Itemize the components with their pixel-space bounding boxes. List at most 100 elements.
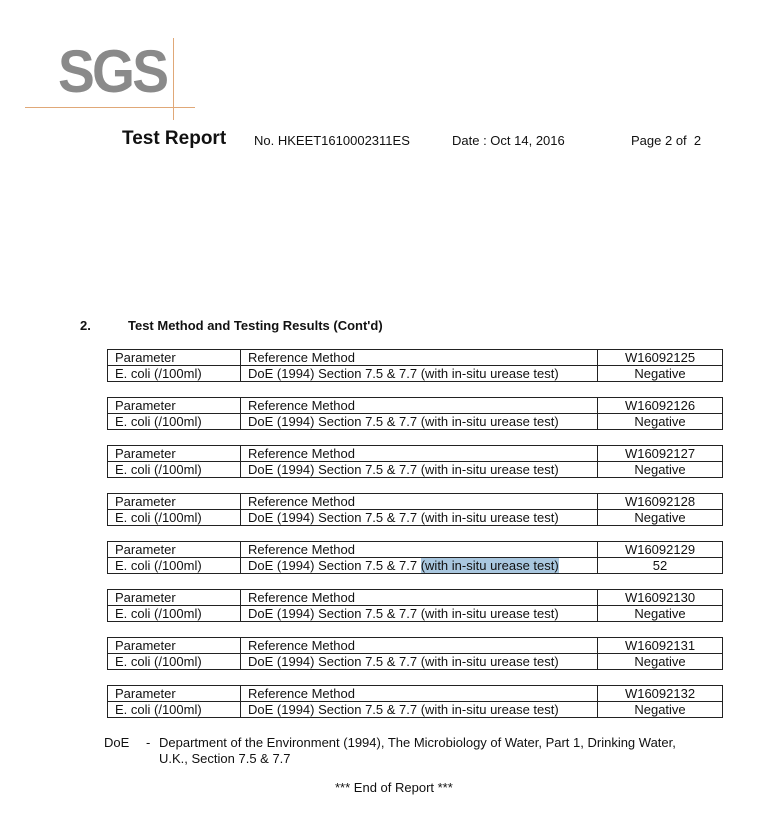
- parameter-cell: E. coli (/100ml): [107, 509, 241, 526]
- footnote-dash: -: [146, 735, 151, 750]
- results-table: Parameter Reference Method W16092127 E. co…: [107, 445, 723, 478]
- method-cell: DoE (1994) Section 7.5 & 7.7 (with in-si…: [240, 509, 598, 526]
- table-header-row: Parameter Reference Method W16092132: [107, 685, 723, 702]
- method-text-tail: (with in-situ urease test): [420, 702, 559, 717]
- sample-id: W16092127: [597, 445, 723, 462]
- sample-id: W16092131: [597, 637, 723, 654]
- sample-id: W16092125: [597, 349, 723, 366]
- table-header-row: Parameter Reference Method W16092128: [107, 493, 723, 510]
- table-header-row: Parameter Reference Method W16092126: [107, 397, 723, 414]
- table-header-row: Parameter Reference Method W16092129: [107, 541, 723, 558]
- method-cell: DoE (1994) Section 7.5 & 7.7 (with in-si…: [240, 461, 598, 478]
- method-cell: DoE (1994) Section 7.5 & 7.7 (with in-si…: [240, 701, 598, 718]
- parameter-cell: E. coli (/100ml): [107, 365, 241, 382]
- parameter-header: Parameter: [107, 445, 241, 462]
- table-header-row: Parameter Reference Method W16092127: [107, 445, 723, 462]
- result-cell: Negative: [597, 461, 723, 478]
- results-table: Parameter Reference Method W16092130 E. co…: [107, 589, 723, 622]
- results-table: Parameter Reference Method W16092129 E. co…: [107, 541, 723, 574]
- method-cell: DoE (1994) Section 7.5 & 7.7 (with in-si…: [240, 653, 598, 670]
- results-table: Parameter Reference Method W16092125 E. co…: [107, 349, 723, 382]
- result-cell: 52: [597, 557, 723, 574]
- method-text-tail: (with in-situ urease test): [420, 654, 559, 669]
- parameter-cell: E. coli (/100ml): [107, 653, 241, 670]
- report-number: No. HKEET1610002311ES: [254, 133, 410, 148]
- parameter-header: Parameter: [107, 493, 241, 510]
- parameter-cell: E. coli (/100ml): [107, 701, 241, 718]
- parameter-cell: E. coli (/100ml): [107, 605, 241, 622]
- sgs-logo: SGS: [58, 38, 169, 105]
- end-of-report: *** End of Report ***: [335, 780, 453, 795]
- method-header: Reference Method: [240, 541, 598, 558]
- parameter-header: Parameter: [107, 349, 241, 366]
- method-cell: DoE (1994) Section 7.5 & 7.7 (with in-si…: [240, 365, 598, 382]
- method-header: Reference Method: [240, 397, 598, 414]
- result-cell: Negative: [597, 413, 723, 430]
- table-header-row: Parameter Reference Method W16092131: [107, 637, 723, 654]
- sample-id: W16092129: [597, 541, 723, 558]
- method-header: Reference Method: [240, 685, 598, 702]
- results-table: Parameter Reference Method W16092132 E. co…: [107, 685, 723, 718]
- results-table: Parameter Reference Method W16092128 E. co…: [107, 493, 723, 526]
- report-date: Date : Oct 14, 2016: [452, 133, 565, 148]
- section-number: 2.: [80, 318, 91, 333]
- result-cell: Negative: [597, 605, 723, 622]
- table-row: E. coli (/100ml) DoE (1994) Section 7.5 &…: [107, 413, 723, 430]
- sample-id: W16092130: [597, 589, 723, 606]
- table-row: E. coli (/100ml) DoE (1994) Section 7.5 &…: [107, 653, 723, 670]
- logo-horizontal-line: [25, 107, 195, 108]
- sample-id: W16092132: [597, 685, 723, 702]
- method-text-tail: (with in-situ urease test): [420, 606, 559, 621]
- parameter-cell: E. coli (/100ml): [107, 413, 241, 430]
- result-cell: Negative: [597, 365, 723, 382]
- results-table: Parameter Reference Method W16092131 E. co…: [107, 637, 723, 670]
- method-text-tail: (with in-situ urease test): [420, 462, 559, 477]
- logo-vertical-line: [173, 38, 174, 120]
- method-cell: DoE (1994) Section 7.5 & 7.7 (with in-si…: [240, 557, 598, 574]
- table-header-row: Parameter Reference Method W16092130: [107, 589, 723, 606]
- method-header: Reference Method: [240, 589, 598, 606]
- sample-id: W16092128: [597, 493, 723, 510]
- parameter-header: Parameter: [107, 685, 241, 702]
- method-cell: DoE (1994) Section 7.5 & 7.7 (with in-si…: [240, 413, 598, 430]
- method-text-tail: (with in-situ urease test): [420, 558, 559, 573]
- method-header: Reference Method: [240, 349, 598, 366]
- method-cell: DoE (1994) Section 7.5 & 7.7 (with in-si…: [240, 605, 598, 622]
- report-title: Test Report: [122, 128, 227, 149]
- footnote-line1: Department of the Environment (1994), Th…: [159, 735, 676, 750]
- method-header: Reference Method: [240, 637, 598, 654]
- table-header-row: Parameter Reference Method W16092125: [107, 349, 723, 366]
- table-row: E. coli (/100ml) DoE (1994) Section 7.5 &…: [107, 557, 723, 574]
- parameter-cell: E. coli (/100ml): [107, 461, 241, 478]
- result-cell: Negative: [597, 509, 723, 526]
- method-text: DoE (1994) Section 7.5 & 7.7: [248, 462, 421, 477]
- parameter-cell: E. coli (/100ml): [107, 557, 241, 574]
- parameter-header: Parameter: [107, 397, 241, 414]
- section-title: Test Method and Testing Results (Cont'd): [128, 318, 383, 333]
- table-row: E. coli (/100ml) DoE (1994) Section 7.5 &…: [107, 509, 723, 526]
- method-text-tail: (with in-situ urease test): [420, 414, 559, 429]
- page-number: Page 2 of 2: [631, 133, 702, 148]
- table-row: E. coli (/100ml) DoE (1994) Section 7.5 &…: [107, 461, 723, 478]
- method-text: DoE (1994) Section 7.5 & 7.7: [248, 702, 421, 717]
- method-text: DoE (1994) Section 7.5 & 7.7: [248, 558, 421, 573]
- method-text-tail: (with in-situ urease test): [420, 366, 559, 381]
- method-text: DoE (1994) Section 7.5 & 7.7: [248, 414, 421, 429]
- result-cell: Negative: [597, 653, 723, 670]
- parameter-header: Parameter: [107, 637, 241, 654]
- method-header: Reference Method: [240, 445, 598, 462]
- parameter-header: Parameter: [107, 589, 241, 606]
- sample-id: W16092126: [597, 397, 723, 414]
- method-text: DoE (1994) Section 7.5 & 7.7: [248, 654, 421, 669]
- result-cell: Negative: [597, 701, 723, 718]
- method-header: Reference Method: [240, 493, 598, 510]
- footnote-line2: U.K., Section 7.5 & 7.7: [159, 751, 291, 766]
- table-row: E. coli (/100ml) DoE (1994) Section 7.5 &…: [107, 701, 723, 718]
- method-text: DoE (1994) Section 7.5 & 7.7: [248, 366, 421, 381]
- method-text: DoE (1994) Section 7.5 & 7.7: [248, 606, 421, 621]
- results-table: Parameter Reference Method W16092126 E. co…: [107, 397, 723, 430]
- table-row: E. coli (/100ml) DoE (1994) Section 7.5 &…: [107, 365, 723, 382]
- method-text: DoE (1994) Section 7.5 & 7.7: [248, 510, 421, 525]
- table-row: E. coli (/100ml) DoE (1994) Section 7.5 &…: [107, 605, 723, 622]
- footnote-abbr: DoE: [104, 735, 130, 750]
